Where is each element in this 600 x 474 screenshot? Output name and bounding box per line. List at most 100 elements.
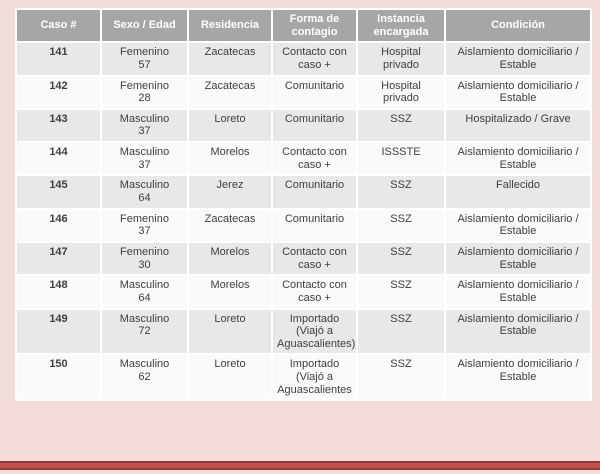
cell-condicion: Aislamiento domiciliario / Estable <box>444 141 592 177</box>
table-row-144: 144 Masculino 37 Morelos Contacto con cas… <box>15 141 592 177</box>
cell-sexo-edad: Femenino 30 <box>100 240 189 277</box>
cell-contagio: Importado (Viajó a Aguascalientes) <box>271 307 358 356</box>
edad-value: 62 <box>138 371 151 384</box>
cell-residencia: Morelos <box>187 274 273 310</box>
cell-instancia: SSZ <box>356 274 446 310</box>
cell-caso: 148 <box>15 274 102 310</box>
cell-caso: 149 <box>15 307 102 356</box>
cell-contagio: Comunitario <box>271 207 358 243</box>
cell-caso: 146 <box>15 207 102 243</box>
cell-residencia: Morelos <box>187 141 273 177</box>
sexo-value: Masculino <box>119 279 170 292</box>
cell-condicion: Hospitalizado / Grave <box>444 107 592 144</box>
column-header-condicion: Condición <box>444 7 592 44</box>
cell-contagio: Contacto con caso + <box>271 41 358 77</box>
cell-contagio: Comunitario <box>271 174 358 210</box>
table-row-147: 147 Femenino 30 Morelos Contacto con caso… <box>15 240 592 277</box>
cell-condicion: Aislamiento domiciliario / Estable <box>444 207 592 243</box>
cell-caso: 150 <box>15 353 102 402</box>
cell-sexo-edad: Masculino 72 <box>100 307 189 356</box>
cell-sexo-edad: Femenino 57 <box>100 41 189 77</box>
table-row-149: 149 Masculino 72 Loreto Importado (Viajó … <box>15 307 592 356</box>
cell-contagio: Comunitario <box>271 107 358 144</box>
cell-instancia: SSZ <box>356 174 446 210</box>
edad-value: 57 <box>138 58 151 71</box>
sexo-value: Masculino <box>119 358 170 371</box>
cell-contagio: Comunitario <box>271 74 358 110</box>
edad-value: 64 <box>138 192 151 205</box>
column-header-instancia: Instancia encargada <box>356 7 446 44</box>
cell-sexo-edad: Masculino 64 <box>100 174 189 210</box>
sexo-value: Femenino <box>120 46 169 59</box>
cell-sexo-edad: Masculino 62 <box>100 353 189 402</box>
edad-value: 37 <box>138 158 151 171</box>
table-row-150: 150 Masculino 62 Loreto Importado (Viajó … <box>15 353 592 402</box>
sexo-value: Masculino <box>119 312 170 325</box>
table-row-142: 142 Femenino 28 Zacatecas Comunitario Hos… <box>15 74 592 110</box>
cell-residencia: Loreto <box>187 107 273 144</box>
cell-residencia: Zacatecas <box>187 207 273 243</box>
cell-residencia: Zacatecas <box>187 74 273 110</box>
edad-value: 72 <box>138 325 151 338</box>
cell-condicion: Aislamiento domiciliario / Estable <box>444 274 592 310</box>
table-row-143: 143 Masculino 37 Loreto Comunitario SSZ H… <box>15 107 592 144</box>
cell-sexo-edad: Masculino 37 <box>100 141 189 177</box>
edad-value: 37 <box>138 125 151 138</box>
sexo-value: Femenino <box>120 212 169 225</box>
sexo-value: Masculino <box>119 146 170 159</box>
cell-condicion: Aislamiento domiciliario / Estable <box>444 41 592 77</box>
table-row-141: 141 Femenino 57 Zacatecas Contacto con ca… <box>15 41 592 77</box>
cell-caso: 147 <box>15 240 102 277</box>
cell-sexo-edad: Masculino 64 <box>100 274 189 310</box>
cell-instancia: SSZ <box>356 107 446 144</box>
cell-residencia: Morelos <box>187 240 273 277</box>
cell-residencia: Zacatecas <box>187 41 273 77</box>
cell-caso: 145 <box>15 174 102 210</box>
column-header-sexo-edad: Sexo / Edad <box>100 7 189 44</box>
cell-contagio: Importado (Viajó a Aguascalientes <box>271 353 358 402</box>
cases-table-body: 141 Femenino 57 Zacatecas Contacto con ca… <box>15 41 592 402</box>
cell-caso: 141 <box>15 41 102 77</box>
column-header-forma-contagio: Forma de contagio <box>271 7 358 44</box>
table-header-row: Caso # Sexo / Edad Residencia Forma de c… <box>15 7 592 44</box>
column-header-residencia: Residencia <box>187 7 273 44</box>
cell-sexo-edad: Femenino 28 <box>100 74 189 110</box>
bottom-accent-bar <box>0 461 600 470</box>
cell-caso: 144 <box>15 141 102 177</box>
cell-caso: 143 <box>15 107 102 144</box>
edad-value: 30 <box>138 258 151 271</box>
cell-condicion: Fallecido <box>444 174 592 210</box>
cell-caso: 142 <box>15 74 102 110</box>
sexo-value: Femenino <box>120 79 169 92</box>
cell-residencia: Loreto <box>187 307 273 356</box>
sexo-value: Masculino <box>119 112 170 125</box>
table-row-148: 148 Masculino 64 Morelos Contacto con cas… <box>15 274 592 310</box>
cell-contagio: Contacto con caso + <box>271 240 358 277</box>
cell-residencia: Loreto <box>187 353 273 402</box>
edad-value: 28 <box>138 92 151 105</box>
cell-contagio: Contacto con caso + <box>271 141 358 177</box>
column-header-caso: Caso # <box>15 7 102 44</box>
table-row-146: 146 Femenino 37 Zacatecas Comunitario SSZ… <box>15 207 592 243</box>
sexo-value: Femenino <box>120 245 169 258</box>
cell-instancia: ISSSTE <box>356 141 446 177</box>
cell-sexo-edad: Femenino 37 <box>100 207 189 243</box>
cases-table: Caso # Sexo / Edad Residencia Forma de c… <box>15 7 592 402</box>
edad-value: 37 <box>138 225 151 238</box>
sexo-value: Masculino <box>119 179 170 192</box>
cell-contagio: Contacto con caso + <box>271 274 358 310</box>
cell-instancia: SSZ <box>356 240 446 277</box>
cases-table-container: Caso # Sexo / Edad Residencia Forma de c… <box>15 7 592 402</box>
cell-residencia: Jerez <box>187 174 273 210</box>
cell-instancia: Hospital privado <box>356 41 446 77</box>
cell-instancia: SSZ <box>356 307 446 356</box>
cell-condicion: Aislamiento domiciliario / Estable <box>444 307 592 356</box>
table-row-145: 145 Masculino 64 Jerez Comunitario SSZ Fa… <box>15 174 592 210</box>
cell-instancia: Hospital privado <box>356 74 446 110</box>
cell-condicion: Aislamiento domiciliario / Estable <box>444 74 592 110</box>
edad-value: 64 <box>138 291 151 304</box>
cell-instancia: SSZ <box>356 207 446 243</box>
cell-condicion: Aislamiento domiciliario / Estable <box>444 353 592 402</box>
cell-instancia: SSZ <box>356 353 446 402</box>
